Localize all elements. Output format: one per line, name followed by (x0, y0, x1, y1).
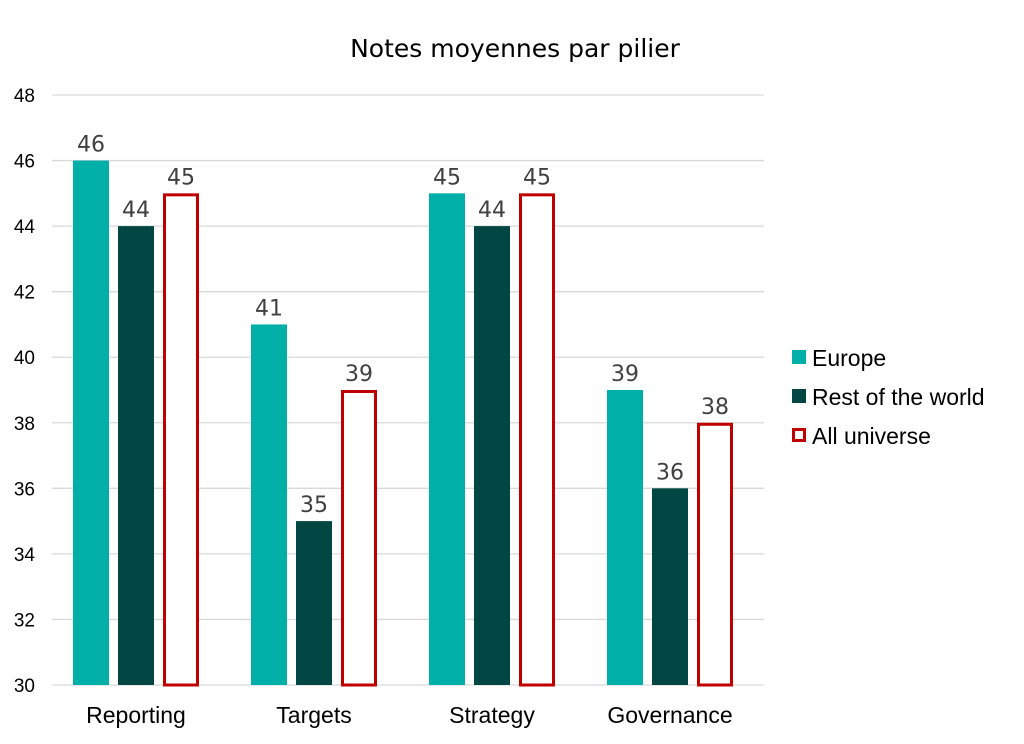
data-label: 38 (701, 395, 729, 420)
bars (73, 160, 733, 687)
legend-label: All universe (812, 423, 931, 449)
chart-title: Notes moyennes par pilier (350, 34, 681, 63)
bar-europe (73, 160, 109, 686)
legend: Europe Rest of the world All universe (792, 345, 985, 449)
data-label: 46 (77, 133, 105, 158)
data-label: 44 (122, 198, 150, 223)
bar-all-universe (163, 193, 199, 687)
bar-rest-of-the-world (652, 488, 688, 685)
y-tick-label: 38 (14, 414, 35, 435)
bar-europe (429, 193, 465, 686)
data-label: 45 (167, 165, 195, 190)
data-label: 35 (300, 493, 328, 518)
x-tick-label: Targets (276, 702, 351, 728)
data-labels: 46 44 45 41 35 39 45 44 45 39 36 38 (77, 133, 729, 519)
data-label: 45 (523, 165, 551, 190)
y-tick-label: 46 (14, 152, 35, 173)
y-tick-label: 30 (14, 676, 35, 697)
legend-swatch-icon (792, 350, 806, 364)
data-label: 36 (656, 460, 684, 485)
bar-rest-of-the-world (474, 226, 510, 685)
legend-swatch-icon (792, 428, 806, 442)
data-label: 41 (255, 296, 283, 321)
x-axis-ticks: Reporting Targets Strategy Governance (86, 702, 733, 728)
bar-europe (251, 324, 287, 685)
y-axis-ticks: 30 32 34 36 38 40 42 44 46 48 (14, 86, 36, 697)
bar-rest-of-the-world (296, 521, 332, 685)
y-tick-label: 36 (14, 479, 35, 500)
data-label: 39 (345, 362, 373, 387)
legend-label: Europe (812, 345, 886, 371)
data-label: 44 (478, 198, 506, 223)
y-tick-label: 40 (14, 348, 35, 369)
y-tick-label: 42 (14, 283, 35, 304)
data-label: 45 (433, 165, 461, 190)
y-tick-label: 48 (14, 86, 35, 107)
y-tick-label: 32 (14, 610, 35, 631)
bar-all-universe (341, 390, 377, 687)
bar-rest-of-the-world (118, 226, 154, 685)
bar-all-universe (519, 193, 555, 687)
legend-label: Rest of the world (812, 384, 985, 410)
x-tick-label: Strategy (449, 702, 535, 728)
x-tick-label: Governance (607, 702, 732, 728)
data-label: 39 (611, 362, 639, 387)
legend-swatch-icon (792, 389, 806, 403)
bar-all-universe (697, 422, 733, 687)
y-tick-label: 44 (14, 217, 36, 238)
x-tick-label: Reporting (86, 702, 186, 728)
y-tick-label: 34 (14, 545, 36, 566)
bar-europe (607, 390, 643, 685)
